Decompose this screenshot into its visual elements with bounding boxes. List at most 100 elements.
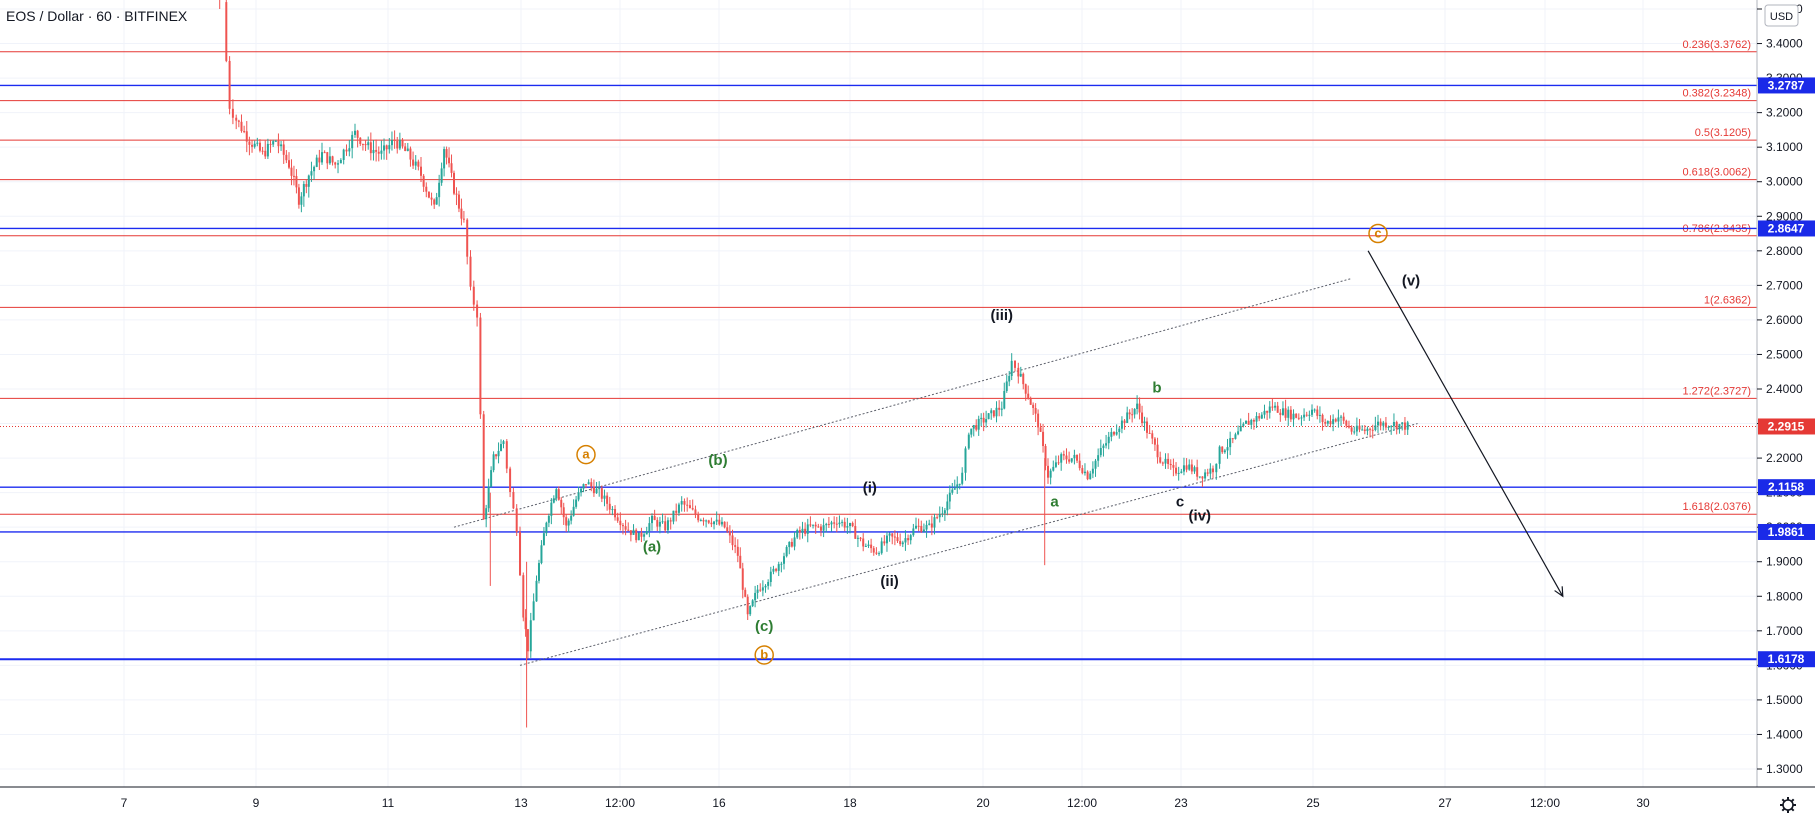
candle-body [1143, 421, 1146, 424]
candle-body [699, 519, 702, 521]
time-tick-label: 23 [1174, 796, 1188, 810]
candle-body [772, 568, 775, 572]
price-axis-panel[interactable] [1757, 0, 1815, 821]
currency-button[interactable]: USD [1764, 4, 1799, 27]
candle-body [266, 143, 269, 157]
candle-body [1083, 471, 1086, 474]
candle-body [455, 193, 458, 195]
projection-arrow-line [1367, 250, 1564, 597]
candle-body [1177, 472, 1180, 474]
fibonacci-levels: 0.236(3.3762) 0.382(3.2348) 0.5(3.1205) 0.6… [0, 39, 1757, 515]
candle-body [1247, 420, 1250, 425]
candle-body [925, 524, 928, 530]
candle-body [767, 581, 770, 586]
candle-body [1190, 464, 1193, 472]
candle-body [859, 537, 862, 539]
candle-body [248, 141, 251, 145]
candle-body [1353, 431, 1356, 433]
candle-body [648, 523, 651, 532]
candle-body [643, 534, 646, 537]
candle-body [1167, 458, 1170, 464]
gear-icon[interactable] [1780, 797, 1796, 813]
candle-body [1065, 455, 1068, 460]
candle-body [385, 145, 388, 150]
candle-body [406, 148, 409, 151]
candle-body [951, 489, 954, 493]
price-tick-label: 1.9000 [1766, 555, 1803, 569]
candle-body [764, 585, 767, 588]
candle-body [1223, 450, 1226, 453]
candle-body [562, 507, 565, 518]
candle-body [1337, 417, 1340, 422]
candle-body [864, 545, 867, 547]
candle-body [629, 530, 632, 535]
candle-body [1347, 425, 1350, 428]
candle-body [744, 589, 747, 597]
candle-body [1345, 420, 1348, 426]
candle-body [1091, 468, 1094, 474]
candle-body [450, 163, 453, 173]
candle-body [640, 532, 643, 537]
candle-body [619, 520, 622, 526]
candle-body [587, 482, 590, 485]
candle-body [237, 120, 240, 122]
candle-body [1136, 403, 1139, 410]
candle-body [1032, 404, 1035, 408]
candle-body [632, 529, 635, 535]
candle-body [1382, 422, 1385, 426]
candle-body [715, 519, 718, 522]
candle-body [901, 542, 904, 545]
candle-body [1070, 458, 1073, 462]
candle-body [1169, 463, 1172, 466]
candle-body [331, 156, 334, 163]
candle-body [872, 548, 875, 553]
candle-body [1308, 414, 1311, 416]
candle-body [1057, 462, 1060, 464]
candle-body [1401, 422, 1404, 425]
candle-body [1014, 360, 1016, 368]
candle-body [1366, 428, 1369, 432]
candle-body [1037, 413, 1040, 428]
candle-body [552, 498, 555, 503]
candle-body [867, 544, 870, 546]
support-price-badge [1758, 523, 1815, 540]
candle-body [487, 486, 490, 509]
candle-body [862, 538, 865, 547]
candle-body [1182, 465, 1185, 472]
candle-body [888, 533, 891, 536]
time-tick-label: 18 [843, 796, 857, 810]
candle-body [453, 172, 455, 194]
candle-body [806, 524, 809, 534]
time-axis[interactable]: 7 9 11 13 12:00 16 18 20 12:00 23 25 27 12:00 30 [121, 796, 1650, 810]
candle-body [875, 552, 878, 554]
candle-body [616, 517, 619, 521]
candle-body [933, 517, 936, 528]
candle-body [683, 501, 686, 505]
support-price-badge [1758, 651, 1815, 668]
candle-body [240, 121, 243, 132]
candle-body [1384, 422, 1387, 428]
candle-body [535, 580, 538, 602]
candle-body [1159, 457, 1162, 463]
candle-body [524, 617, 527, 630]
candle-body [637, 532, 640, 541]
candle-body [995, 407, 998, 417]
price-tick-label: 2.7000 [1766, 278, 1803, 292]
candle-body [264, 150, 267, 157]
candle-body [315, 157, 318, 167]
candle-body [972, 425, 975, 429]
candle-body [780, 563, 783, 565]
candle-body [1279, 412, 1282, 415]
candle-body [694, 509, 697, 515]
candle-body [992, 410, 995, 417]
candle-body [542, 533, 545, 546]
wave-label: c [1176, 493, 1184, 510]
candle-body [1044, 446, 1047, 466]
fib-level-label: 1.618(2.0376) [1683, 501, 1752, 513]
price-tick-label: 3.2000 [1766, 106, 1803, 120]
candle-body [728, 531, 731, 536]
candle-body [675, 510, 678, 513]
candle-body [856, 537, 859, 539]
